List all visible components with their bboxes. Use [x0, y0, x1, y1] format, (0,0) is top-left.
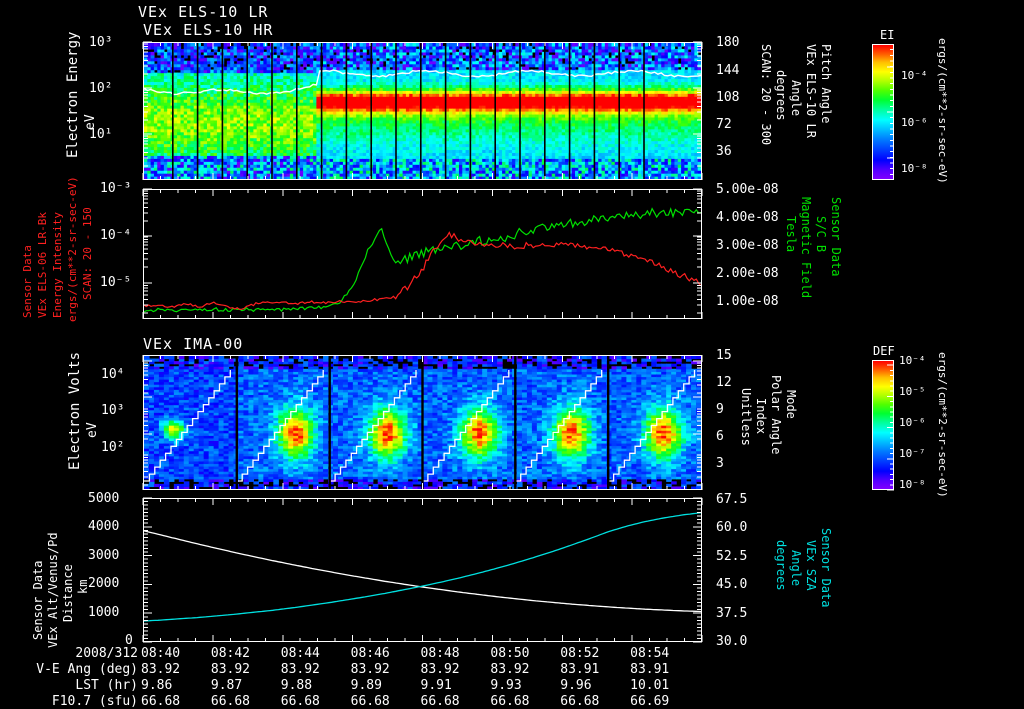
footer-cell: 66.68: [211, 695, 250, 708]
footer-cell: 08:42: [211, 647, 250, 660]
footer-cell: 08:46: [351, 647, 390, 660]
footer-cell: 83.91: [560, 663, 599, 676]
footer-cell: 08:50: [490, 647, 529, 660]
footer-cell: 66.69: [630, 695, 669, 708]
footer-cell: 9.93: [490, 679, 521, 692]
footer-cell: 83.92: [211, 663, 250, 676]
footer-cell: 66.68: [351, 695, 390, 708]
footer-cell: 66.68: [281, 695, 320, 708]
footer-cell: 83.92: [351, 663, 390, 676]
footer-cell: 08:52: [560, 647, 599, 660]
footer-row-label: V-E Ang (deg): [36, 663, 138, 676]
footer-cell: 66.68: [560, 695, 599, 708]
footer-cell: 08:44: [281, 647, 320, 660]
footer-cell: 9.91: [421, 679, 452, 692]
footer-cell: 66.68: [141, 695, 180, 708]
footer-row-label: F10.7 (sfu): [52, 695, 138, 708]
footer-cell: 9.89: [351, 679, 382, 692]
footer-cell: 9.87: [211, 679, 242, 692]
footer-row-label: 2008/312: [75, 647, 138, 660]
footer-cell: 83.92: [421, 663, 460, 676]
footer-cell: 9.96: [560, 679, 591, 692]
footer-cell: 66.68: [490, 695, 529, 708]
footer-cell: 83.92: [281, 663, 320, 676]
footer-cell: 83.92: [141, 663, 180, 676]
footer-cell: 9.88: [281, 679, 312, 692]
footer-cell: 08:40: [141, 647, 180, 660]
footer-cell: 83.91: [630, 663, 669, 676]
footer-cell: 08:48: [421, 647, 460, 660]
footer-cell: 9.86: [141, 679, 172, 692]
footer-cell: 83.92: [490, 663, 529, 676]
footer-cell: 66.68: [421, 695, 460, 708]
footer-row-label: LST (hr): [75, 679, 138, 692]
footer-cell: 08:54: [630, 647, 669, 660]
footer-cell: 10.01: [630, 679, 669, 692]
